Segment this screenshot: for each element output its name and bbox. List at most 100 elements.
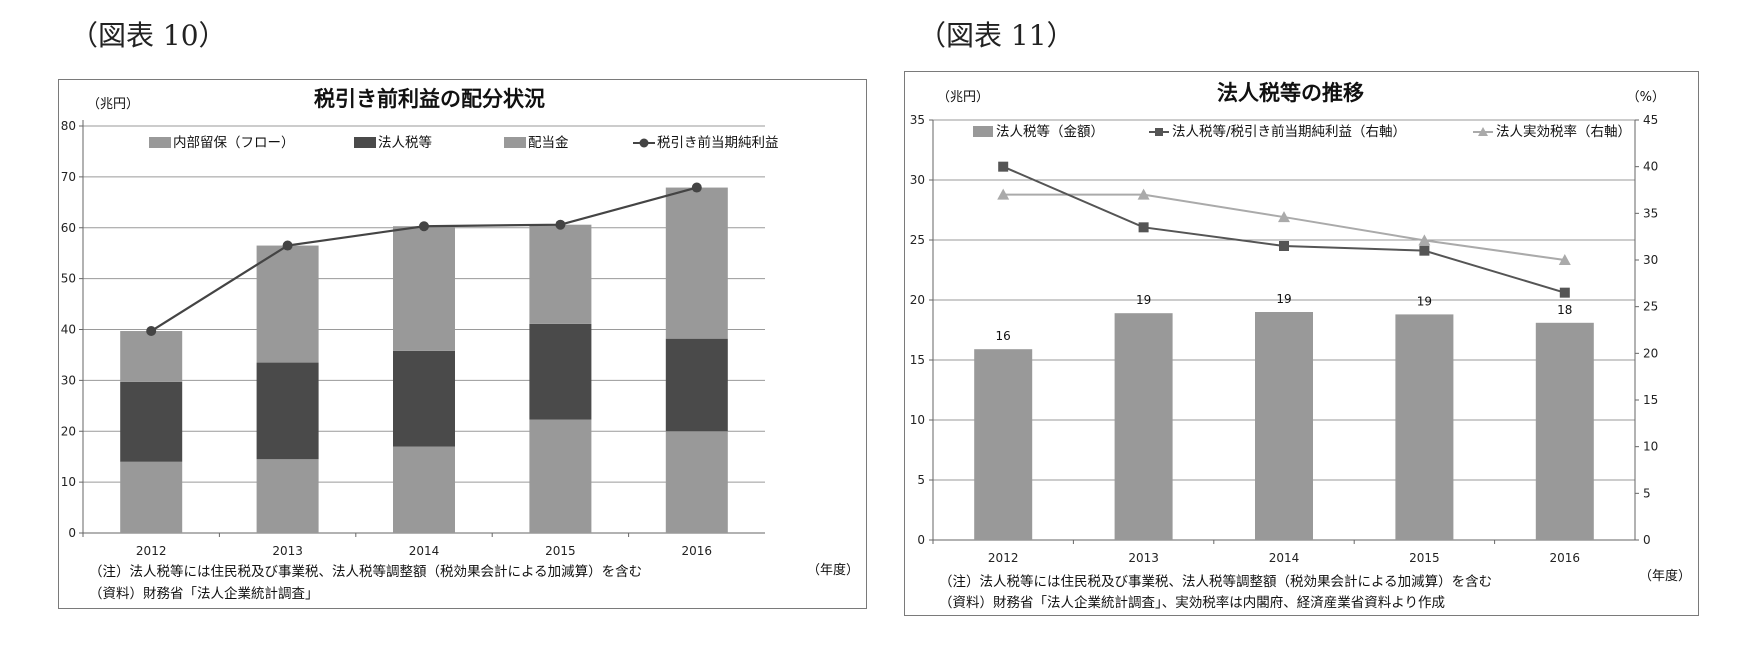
bar-data-label: 18 xyxy=(1557,303,1572,317)
chart-2-note: （注）法人税等には住民税及び事業税、法人税等調整額（税効果会計による加減算）を含… xyxy=(939,573,1492,590)
line-point xyxy=(1559,287,1570,298)
y-tick-label: 20 xyxy=(61,424,76,438)
bar-data-label: 19 xyxy=(1136,293,1151,307)
x-tick-label: 2012 xyxy=(136,544,167,558)
y-tick-label: 40 xyxy=(61,323,76,337)
y2-tick-label: 30 xyxy=(1643,253,1658,267)
line-point xyxy=(691,182,702,193)
x-tick-label: 2015 xyxy=(545,544,576,558)
legend-swatch xyxy=(149,137,171,148)
legend-swatch xyxy=(504,137,526,148)
legend-label: 配当金 xyxy=(528,135,569,151)
y-tick-label: 50 xyxy=(61,272,76,286)
bar-data-label: 16 xyxy=(996,329,1011,343)
x-tick-label: 2013 xyxy=(1128,551,1159,565)
chart-2-x-unit: （年度） xyxy=(1639,568,1691,584)
y-tick-label: 15 xyxy=(910,353,925,367)
bar-segment xyxy=(665,431,728,533)
bar-segment xyxy=(256,459,319,533)
legend-label: 税引き前当期純利益 xyxy=(657,134,779,151)
bar-data-label: 19 xyxy=(1276,292,1291,306)
y-tick-label: 80 xyxy=(61,119,76,133)
bar xyxy=(1395,314,1454,540)
y-tick-label: 5 xyxy=(917,473,925,487)
y-tick-label: 0 xyxy=(917,533,925,547)
line-point xyxy=(1138,222,1149,233)
y2-tick-label: 0 xyxy=(1643,533,1651,547)
legend-marker xyxy=(639,138,649,148)
chart-panel-1: 税引き前利益の配分状況 （兆円） 0 10 20 30 40 50 60 70 80 2012 2013… xyxy=(58,79,867,609)
bar-segment xyxy=(256,245,319,363)
chart-1-svg: 税引き前利益の配分状況 （兆円） 0 10 20 30 40 50 60 70 80 2012 2013… xyxy=(61,87,859,602)
chart-2-title: 法人税等の推移 xyxy=(1217,81,1364,105)
y-tick-label: 25 xyxy=(910,233,925,247)
bar-segment xyxy=(393,350,455,447)
line-point xyxy=(146,326,157,337)
y-tick-label: 60 xyxy=(61,221,76,235)
legend-label: 法人税等 xyxy=(378,134,432,151)
bar xyxy=(1535,322,1594,540)
bar-segment xyxy=(529,323,592,420)
y2-tick-label: 10 xyxy=(1643,440,1658,454)
x-tick-label: 2016 xyxy=(1550,551,1581,565)
bar-segment xyxy=(529,419,592,533)
chart-2-svg: 法人税等の推移 （兆円） （%） 0 5 10 15 20 25 30 35 0 5 10 15 20 25 30… xyxy=(910,81,1691,611)
line-point xyxy=(1418,234,1431,246)
figure-label-11: （図表 11） xyxy=(918,19,1075,52)
legend-marker xyxy=(1155,128,1163,136)
figure-label-10: （図表 10） xyxy=(70,19,227,52)
chart-2-y2-unit: （%） xyxy=(1627,90,1665,105)
line-series-tax-ratio xyxy=(1002,165,1566,294)
bar-segment xyxy=(393,446,455,533)
chart-1-source: （資料）財務省「法人企業統計調査」 xyxy=(89,585,319,602)
legend-marker xyxy=(1478,127,1488,136)
legend-swatch xyxy=(973,126,993,137)
legend-label: 法人税等/税引き前当期純利益（右軸） xyxy=(1172,123,1406,140)
chart-1-x-unit: （年度） xyxy=(807,562,859,578)
bar-segment xyxy=(256,362,319,460)
legend-swatch xyxy=(354,137,376,148)
y2-tick-label: 40 xyxy=(1643,160,1658,174)
line-point xyxy=(1137,188,1150,200)
bar xyxy=(974,349,1033,540)
x-tick-label: 2015 xyxy=(1409,551,1440,565)
bar-segment xyxy=(529,224,592,324)
x-tick-label: 2013 xyxy=(272,544,303,558)
y-tick-label: 35 xyxy=(910,113,925,127)
x-tick-label: 2012 xyxy=(988,551,1019,565)
bar-segment xyxy=(665,338,728,432)
line-point xyxy=(419,221,429,232)
x-tick-label: 2014 xyxy=(1269,551,1300,565)
chart-2-source: （資料）財務省「法人企業統計調査」、実効税率は内閣府、経済産業省資料より作成 xyxy=(939,594,1445,611)
line-point xyxy=(997,188,1010,200)
y-tick-label: 30 xyxy=(61,373,76,387)
y-tick-label: 20 xyxy=(910,293,925,307)
y-tick-label: 0 xyxy=(68,526,76,540)
legend-label: 法人実効税率（右軸） xyxy=(1496,123,1631,140)
line-point xyxy=(1419,245,1430,256)
bar-segment xyxy=(393,226,455,351)
line-point xyxy=(1278,211,1290,223)
x-tick-label: 2014 xyxy=(409,544,440,558)
y2-tick-label: 20 xyxy=(1643,346,1658,360)
chart-1-y-unit: （兆円） xyxy=(87,97,139,112)
line-point xyxy=(555,219,566,230)
bar-segment xyxy=(120,461,183,533)
bar-data-label: 19 xyxy=(1417,294,1432,308)
legend-label: 内部留保（フロー） xyxy=(173,135,295,151)
chart-2-y-unit: （兆円） xyxy=(937,90,989,105)
line-point xyxy=(998,161,1009,172)
legend-label: 法人税等（金額） xyxy=(996,123,1104,140)
line-point xyxy=(282,240,293,251)
y-tick-label: 30 xyxy=(910,173,925,187)
y2-tick-label: 5 xyxy=(1643,486,1651,500)
y-tick-label: 10 xyxy=(61,475,76,489)
chart-panel-2: 法人税等の推移 （兆円） （%） 0 5 10 15 20 25 30 35 0 5 10 15 20 25 30… xyxy=(904,71,1699,616)
y2-tick-label: 45 xyxy=(1643,113,1658,127)
y2-tick-label: 35 xyxy=(1643,206,1658,220)
line-point xyxy=(1279,241,1289,251)
bar xyxy=(1255,312,1313,540)
x-tick-label: 2016 xyxy=(682,544,713,558)
chart-1-title: 税引き前利益の配分状況 xyxy=(314,87,545,111)
bar xyxy=(1114,313,1173,540)
